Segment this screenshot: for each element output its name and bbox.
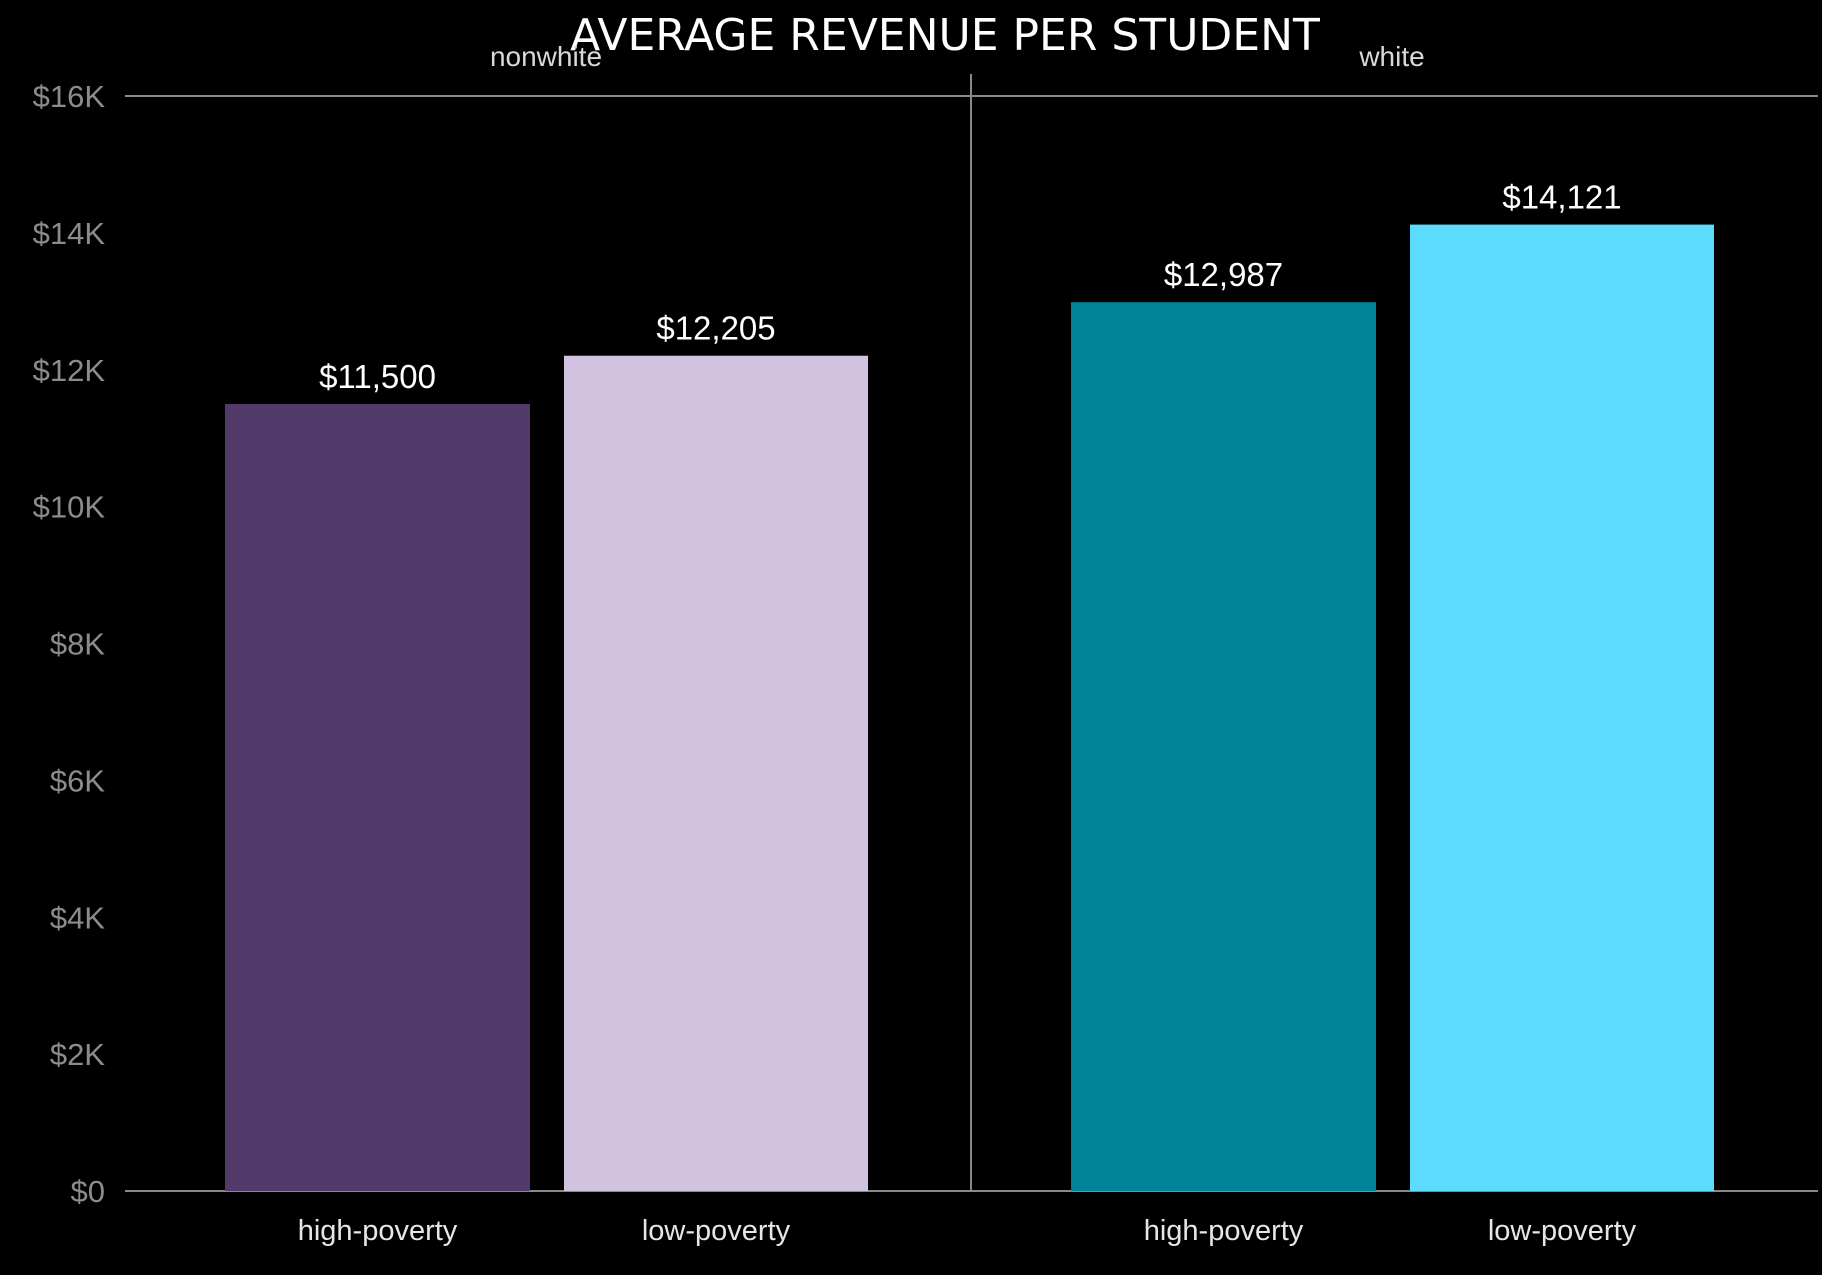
bar-value-label: $12,987 [1164, 256, 1283, 293]
x-category-label: low-poverty [1488, 1215, 1637, 1247]
y-tick-label: $0 [71, 1174, 105, 1209]
y-tick-label: $14K [33, 216, 106, 251]
facet-panels: nonwhite $11,500 high-poverty $12,205 low-po… [225, 41, 1714, 1247]
facet-white: white $12,987 high-poverty $14,121 low-pover… [1071, 41, 1714, 1247]
facet-nonwhite: nonwhite $11,500 high-poverty $12,205 low-po… [225, 41, 868, 1247]
y-tick-label: $6K [50, 763, 105, 798]
chart-title: AVERAGE REVENUE PER STUDENT [570, 10, 1320, 61]
y-tick-label: $2K [50, 1037, 105, 1072]
bar-value-label: $11,500 [319, 358, 436, 395]
facet-label: nonwhite [490, 41, 602, 72]
bar-white-high-poverty [1071, 302, 1376, 1192]
y-tick-label: $10K [33, 490, 106, 525]
facet-label: white [1358, 41, 1424, 72]
bar-value-label: $14,121 [1502, 179, 1621, 216]
y-tick-label: $12K [33, 353, 106, 388]
bar-white-low-poverty [1410, 224, 1714, 1191]
bar-nonwhite-high-poverty [225, 403, 530, 1191]
x-category-label: low-poverty [642, 1215, 791, 1247]
bar-value-label: $12,205 [656, 310, 775, 347]
bar-nonwhite-low-poverty [564, 355, 868, 1191]
y-tick-label: $8K [50, 627, 105, 662]
y-tick-label: $16K [33, 79, 106, 114]
y-axis-ticks: $0 $2K $4K $6K $8K $10K $12K $14K $16K [33, 79, 106, 1209]
x-category-label: high-poverty [1144, 1215, 1304, 1247]
y-tick-label: $4K [50, 900, 105, 935]
x-category-label: high-poverty [298, 1215, 458, 1247]
